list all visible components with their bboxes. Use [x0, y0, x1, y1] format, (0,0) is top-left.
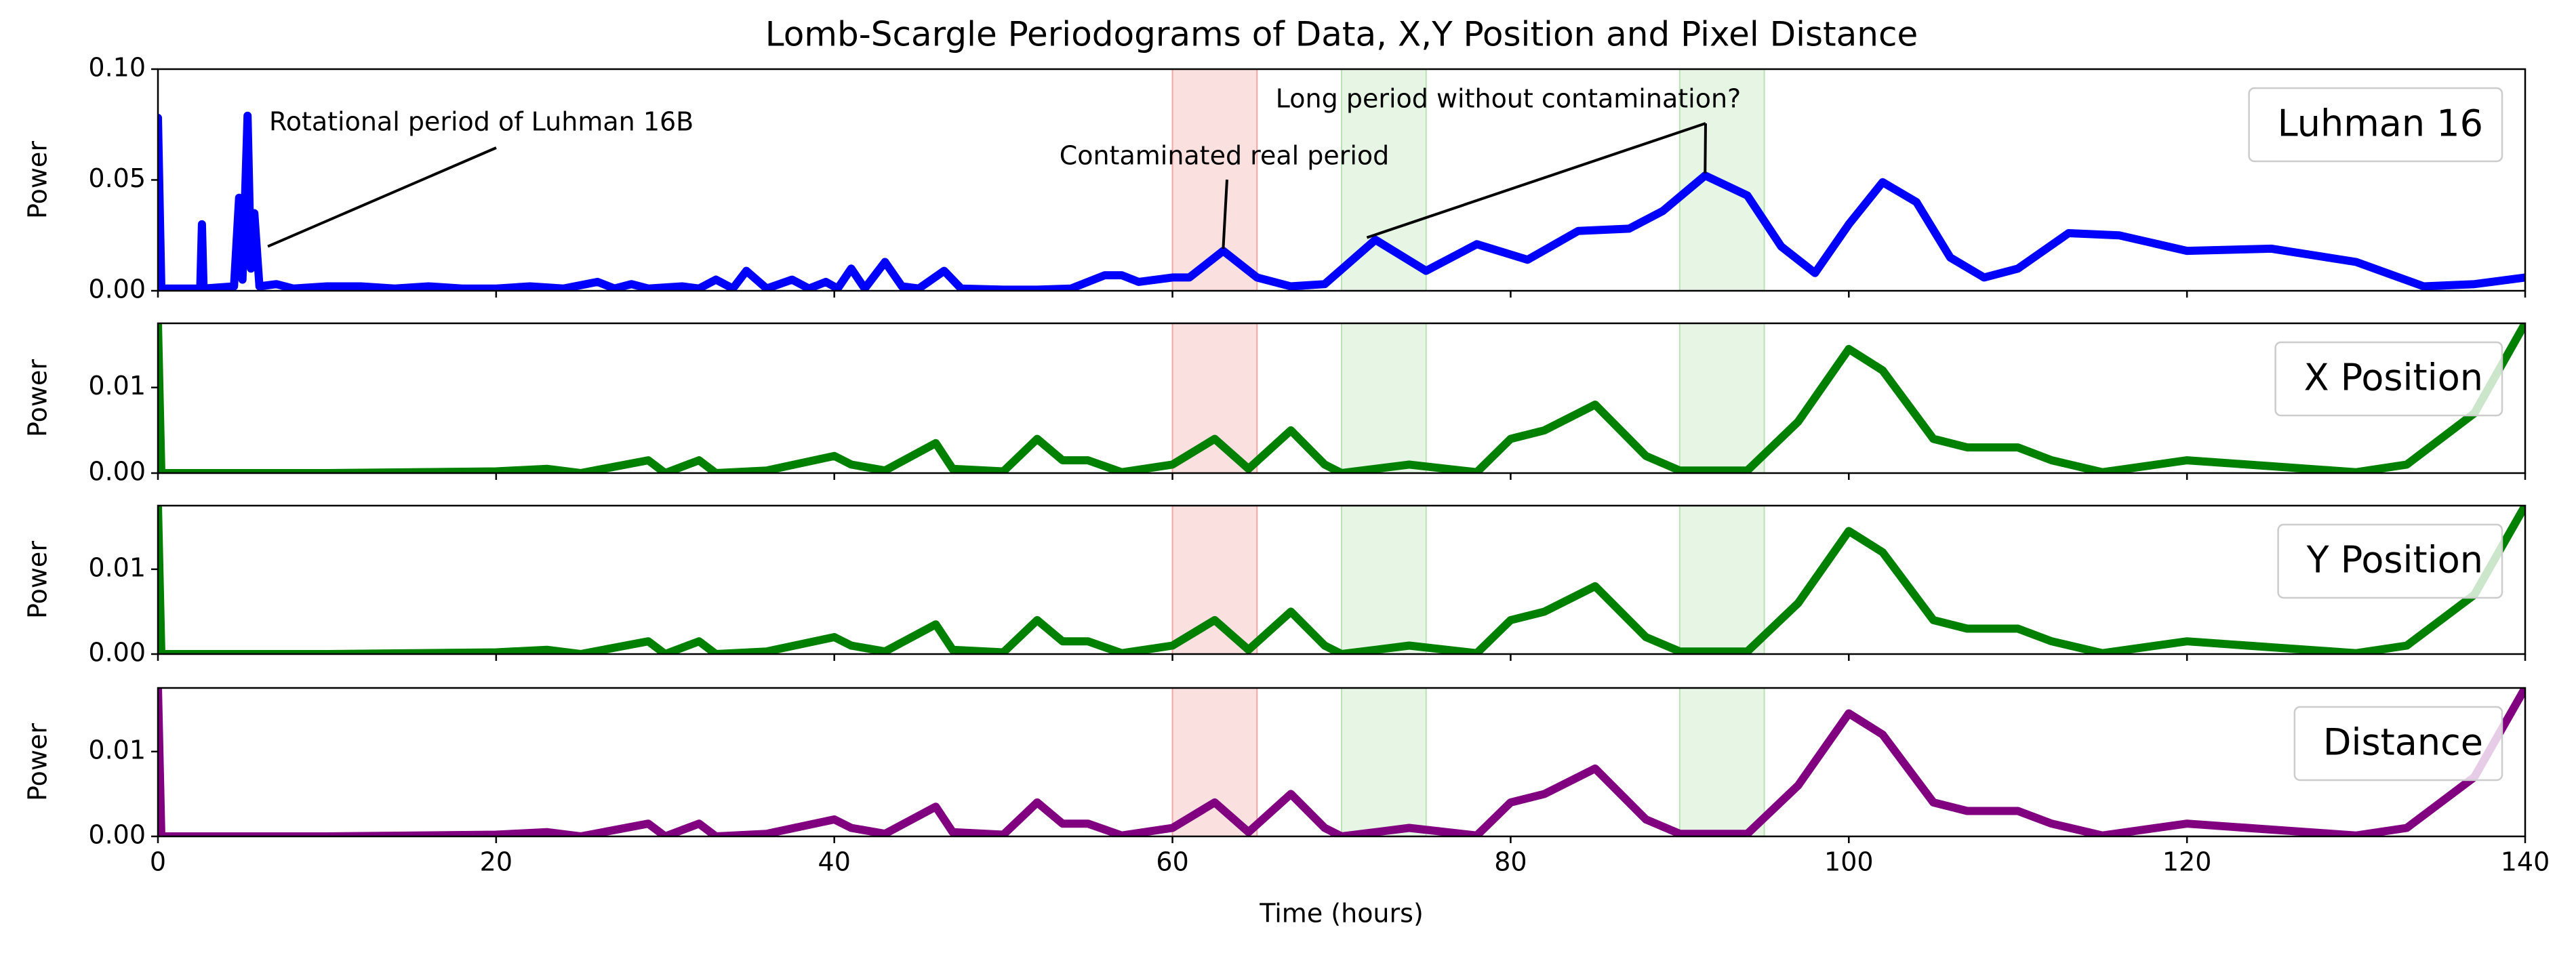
x-axis-label: Time (hours) — [1259, 899, 1424, 929]
annotation-text: Rotational period of Luhman 16B — [269, 107, 693, 137]
legend-box — [2274, 341, 2503, 417]
series-line — [158, 111, 2525, 291]
x-tick-label: 100 — [1824, 847, 1874, 877]
x-tick-label: 140 — [2501, 847, 2550, 877]
legend: Y Position — [2277, 523, 2503, 599]
y-tick-label: 0.01 — [88, 371, 146, 401]
y-axis-label: Power — [23, 359, 53, 437]
x-tick-label: 20 — [480, 847, 512, 877]
y-axis-label: Power — [23, 541, 53, 619]
legend-text: Distance — [2323, 721, 2483, 764]
shaded-span — [1341, 323, 1427, 474]
shaded-span — [1678, 505, 1765, 655]
annotation-text: Long period without contamination? — [1276, 84, 1741, 114]
legend-box — [2248, 87, 2503, 163]
y-tick-label: 0.10 — [88, 53, 146, 83]
shaded-span — [1678, 323, 1765, 474]
shaded-span — [1171, 687, 1258, 837]
legend-box — [2277, 523, 2503, 599]
x-tick-label: 40 — [818, 847, 851, 877]
legend-box — [2293, 706, 2503, 781]
x-tick-label: 0 — [150, 847, 166, 877]
shaded-span — [1341, 505, 1427, 655]
x-tick-label: 80 — [1494, 847, 1527, 877]
legend: Distance — [2293, 706, 2503, 781]
annotation-line — [1222, 179, 1228, 249]
axes-frame — [157, 504, 2527, 655]
series-line — [158, 323, 2525, 473]
y-tick-label: 0.00 — [88, 638, 146, 668]
annotation-text: Contaminated real period — [1060, 141, 1390, 171]
shaded-span — [1341, 687, 1427, 837]
annotation-line — [1704, 123, 1707, 174]
legend: X Position — [2274, 341, 2503, 417]
y-tick-label: 0.00 — [88, 457, 146, 487]
y-tick-label: 0.00 — [88, 820, 146, 850]
legend-text: Luhman 16 — [2278, 102, 2483, 145]
shaded-span — [1678, 687, 1765, 837]
x-tick-label: 60 — [1156, 847, 1188, 877]
axes-frame — [157, 687, 2527, 838]
y-axis-label: Power — [23, 723, 53, 801]
axes-frame — [157, 322, 2527, 474]
y-tick-label: 0.01 — [88, 552, 146, 582]
y-tick-label: 0.05 — [88, 163, 146, 193]
legend-text: X Position — [2304, 357, 2483, 399]
y-axis-label: Power — [23, 141, 53, 219]
legend: Luhman 16 — [2248, 87, 2503, 163]
legend-text: Y Position — [2306, 539, 2483, 582]
shaded-span — [1171, 323, 1258, 474]
y-tick-label: 0.01 — [88, 735, 146, 765]
x-tick-label: 120 — [2162, 847, 2212, 877]
title: Lomb-Scargle Periodograms of Data, X,Y P… — [765, 15, 1918, 54]
series-line — [158, 506, 2525, 654]
shaded-span — [1171, 505, 1258, 655]
series-line — [158, 688, 2525, 836]
y-tick-label: 0.00 — [88, 275, 146, 304]
annotation-line — [1366, 122, 1706, 239]
annotation-line — [267, 146, 497, 248]
